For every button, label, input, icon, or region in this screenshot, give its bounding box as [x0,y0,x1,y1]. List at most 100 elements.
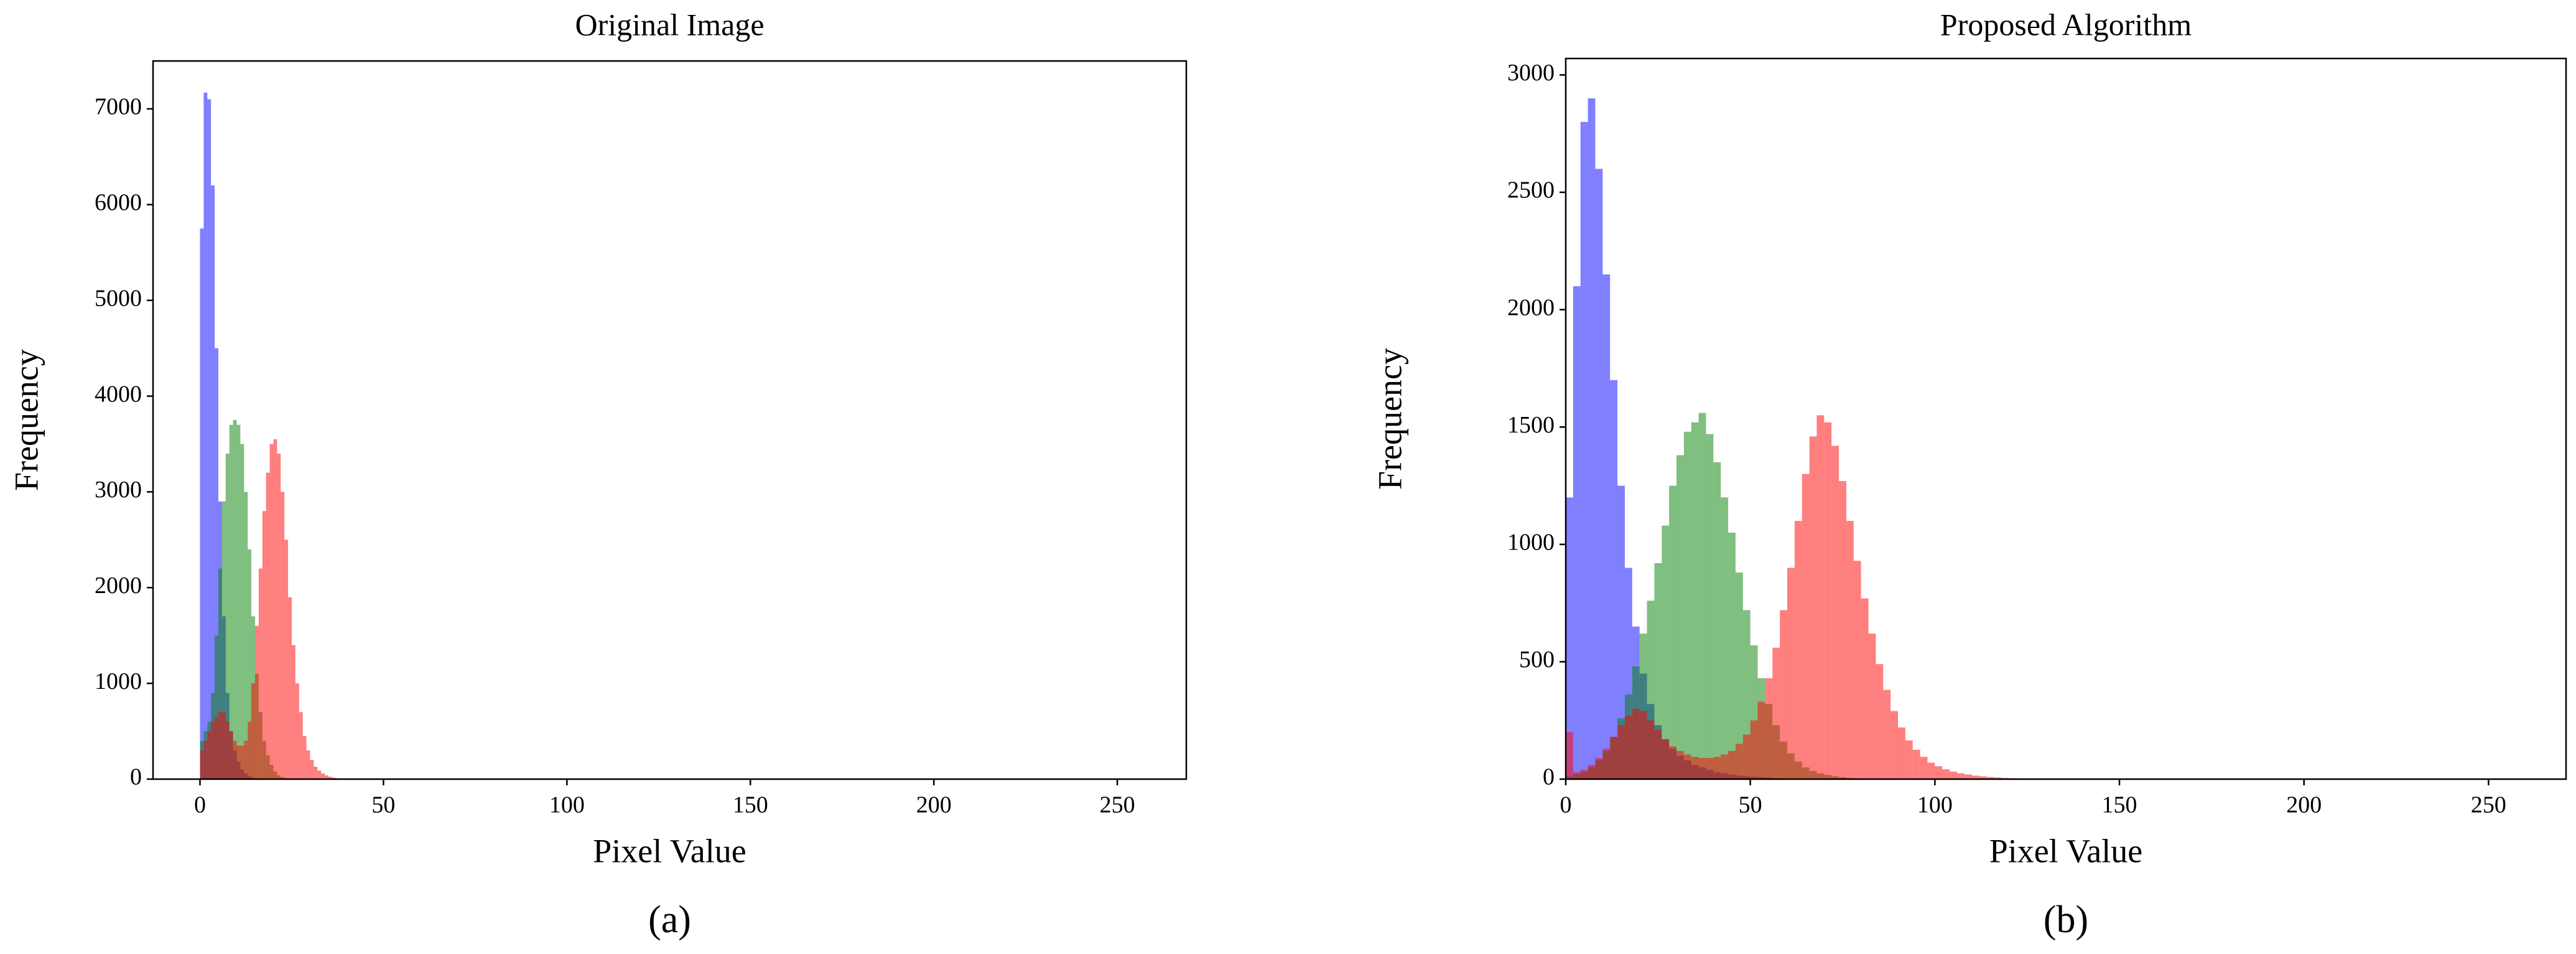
histogram-bar [314,766,318,779]
histogram-bar [328,777,332,779]
histogram-bar [233,420,237,779]
histogram-bar [215,716,218,779]
y-tick-label: 5000 [95,285,142,311]
y-tick-label: 2000 [1507,294,1555,320]
histogram-bar [1588,765,1596,779]
histogram-bar [1735,744,1743,779]
histogram-bar [248,721,252,779]
histogram-bar [1750,720,1758,779]
histogram-bar [1588,98,1596,779]
histogram-bar [1683,754,1691,779]
histogram-bar [1713,462,1721,779]
caption: (a) [648,899,691,941]
histogram-bar [1669,485,1677,779]
caption: (b) [2044,899,2088,941]
histogram-bar [1639,711,1647,779]
histogram-bar [1617,725,1625,779]
y-tick-label: 7000 [95,94,142,120]
histogram-bar [1610,737,1618,779]
x-tick-label: 250 [2471,792,2506,818]
histogram-bar [1971,775,1979,779]
y-axis-label: Frequency [7,349,45,491]
histogram-bar [1735,573,1743,779]
histogram-bar [1861,598,1869,779]
histogram-bar [317,770,322,779]
histogram-bar [1573,772,1581,779]
histogram-bar [1787,568,1795,779]
histogram-bar [1647,601,1655,779]
histogram-bar [203,92,208,779]
histogram-bar [281,492,285,779]
histogram-bar [1824,422,1832,779]
x-tick-label: 200 [916,792,952,818]
y-tick-label: 6000 [95,190,142,216]
histogram-bar [1742,610,1751,779]
histogram-bar [1624,568,1632,779]
x-axis-label: Pixel Value [593,832,746,869]
histogram-bar [1956,773,1965,779]
histogram-bar [1750,645,1758,779]
histogram-bar [1979,776,1987,779]
x-tick-label: 0 [194,792,206,818]
histogram-bar [1935,766,1943,779]
histogram-bar [236,746,241,779]
histogram-bar [1757,701,1765,779]
histogram-bar [207,731,212,779]
histogram-bar [211,721,215,779]
histogram-bar [258,568,263,779]
x-tick-label: 50 [1739,792,1762,818]
histogram-bar [240,444,244,779]
histogram-bar [225,453,230,779]
histogram-bar [229,424,233,779]
histogram-bar [1676,455,1684,779]
histogram-bar [221,712,226,779]
histogram-bar [1662,739,1670,779]
histogram-bar [248,549,252,779]
histogram-bar [1647,720,1655,779]
histogram-bar [1994,777,2002,779]
histogram-bar [1624,716,1632,779]
histogram-bar [244,741,248,779]
histogram-bar [1883,690,1891,779]
histogram-bar [1721,497,1729,779]
histogram-bar [1816,415,1825,779]
histogram-bar [1765,678,1773,779]
y-tick-label: 4000 [95,381,142,407]
histogram-bar [1662,525,1670,779]
histogram-bar [225,721,230,779]
axes-frame [1565,57,2567,780]
x-tick-label: 150 [2102,792,2137,818]
histogram-bar [1950,771,1957,779]
histogram-bar [1691,422,1699,779]
histogram-bar [215,348,218,779]
histogram-bar [1839,480,1846,779]
histogram-bar [1846,521,1854,779]
histogram-bar [229,731,233,779]
histogram-bar [1942,769,1950,779]
histogram-bar [1986,777,1994,779]
histogram-bar [1809,436,1817,779]
histogram-bar [251,683,255,779]
histogram-bar [1610,380,1618,779]
histogram-bar [211,185,215,779]
histogram-bar [1728,532,1736,779]
histogram-bar [1580,121,1588,780]
chart-title: Proposed Algorithm [1940,7,2192,42]
y-tick-label: 0 [1543,764,1555,790]
x-tick-label: 100 [549,792,585,818]
histogram-bar [1713,757,1721,779]
y-tick-label: 500 [1519,647,1555,673]
histogram-bar [1728,751,1736,779]
histogram-bar [1602,748,1611,779]
histogram-bar [1721,754,1729,779]
histogram-bar [1580,769,1588,779]
histogram-bar [1853,561,1861,779]
histogram-bar [1898,727,1905,779]
histogram-bar [254,625,259,779]
histogram-bar [269,444,274,779]
histogram-bar [299,712,303,779]
histogram-bar [218,712,222,779]
histogram-bar [1595,758,1603,779]
histogram-bar [1794,521,1802,779]
histogram-bar [244,492,248,779]
